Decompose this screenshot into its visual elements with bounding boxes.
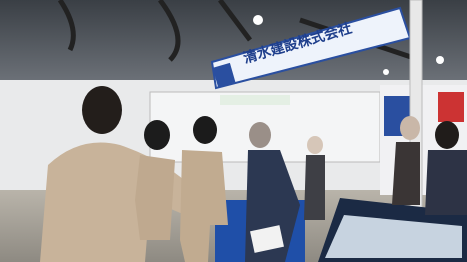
photo-scene: 清水建設株式会社 <box>0 0 467 262</box>
poster <box>438 92 464 122</box>
booth-sign <box>220 95 290 105</box>
